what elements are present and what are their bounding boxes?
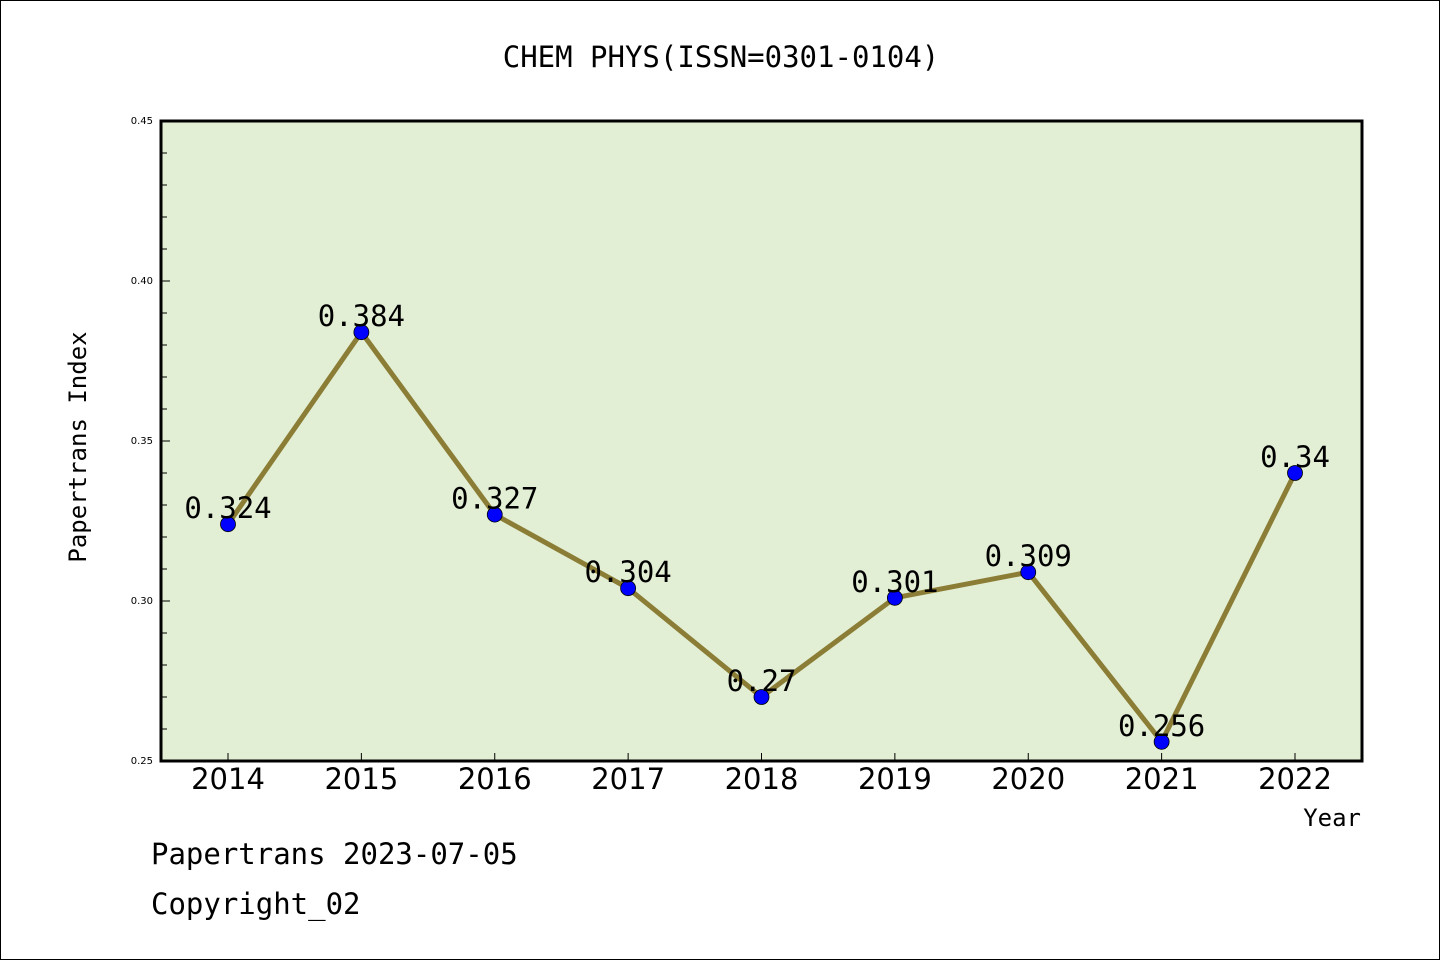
x-tick-labels: 2014 2015 2016 2017 2018 2019 2020 2021 2022	[191, 753, 1332, 796]
data-point-marker	[886, 589, 903, 606]
data-label: 0.327	[451, 482, 538, 516]
y-tick-label: 0.40	[131, 276, 153, 287]
data-label: 0.384	[318, 299, 405, 333]
data-point-marker	[1153, 733, 1170, 750]
data-label: 0.324	[184, 491, 271, 525]
x-tick-label: 2021	[1125, 762, 1199, 796]
data-markers	[220, 324, 1303, 750]
x-tick-label: 2016	[458, 762, 532, 796]
data-label: 0.309	[985, 539, 1072, 573]
x-axis-label: Year	[1303, 804, 1361, 832]
y-tick-labels: 0.25 0.30 0.35 0.40 0.45	[131, 116, 153, 767]
footer-date: Papertrans 2023-07-05	[151, 837, 518, 871]
footer-copyright: Copyright_02	[151, 887, 361, 921]
data-point-marker	[486, 506, 503, 523]
data-point-marker	[753, 689, 770, 705]
data-point-marker	[1020, 564, 1037, 581]
data-label: 0.27	[727, 664, 797, 698]
y-tick-label: 0.45	[131, 116, 153, 127]
y-tick-label: 0.30	[131, 596, 153, 607]
data-label: 0.34	[1260, 440, 1330, 474]
data-label: 0.301	[851, 565, 938, 599]
data-point-marker	[1287, 465, 1303, 481]
x-tick-label: 2019	[858, 762, 932, 796]
data-label: 0.256	[1118, 709, 1205, 743]
x-tick-label: 2015	[324, 762, 398, 796]
plot-border	[159, 119, 1364, 763]
data-labels: 0.324 0.384 0.327 0.304 0.27 0.301 0.309 0.256 0…	[184, 299, 1330, 743]
chart-title: CHEM PHYS(ISSN=0301-0104)	[503, 40, 940, 74]
data-point-marker	[353, 324, 370, 341]
x-tick-label: 2022	[1258, 762, 1332, 796]
x-tick-label: 2018	[725, 762, 799, 796]
data-point-marker	[220, 516, 236, 533]
x-tick-label: 2014	[191, 762, 265, 796]
plot-area	[161, 121, 1362, 761]
data-point-marker	[620, 580, 637, 597]
y-tick-label: 0.25	[131, 756, 153, 767]
data-label: 0.304	[584, 555, 671, 589]
x-tick-label: 2017	[591, 762, 665, 796]
y-axis-label: Papertrans Index	[64, 331, 92, 562]
y-tick-label: 0.35	[131, 436, 153, 447]
x-tick-label: 2020	[991, 762, 1065, 796]
